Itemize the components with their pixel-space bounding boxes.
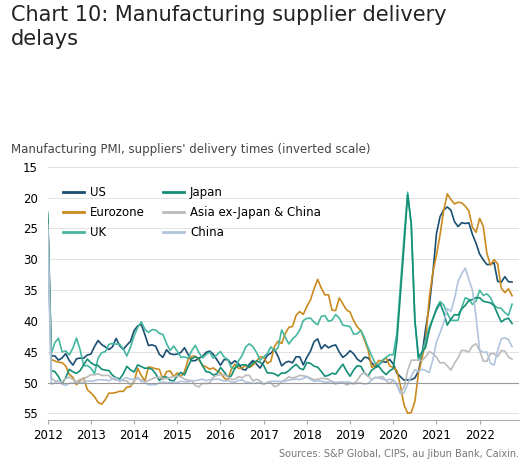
Text: Manufacturing PMI, suppliers' delivery times (inverted scale): Manufacturing PMI, suppliers' delivery t… — [11, 143, 370, 156]
Legend: US, Eurozone, UK, Japan, Asia ex-Japan & China, China: US, Eurozone, UK, Japan, Asia ex-Japan &… — [58, 182, 325, 244]
Text: Chart 10: Manufacturing supplier delivery
delays: Chart 10: Manufacturing supplier deliver… — [11, 5, 446, 48]
Text: Sources: S&P Global, CIPS, au Jibun Bank, Caixin.: Sources: S&P Global, CIPS, au Jibun Bank… — [279, 449, 519, 459]
